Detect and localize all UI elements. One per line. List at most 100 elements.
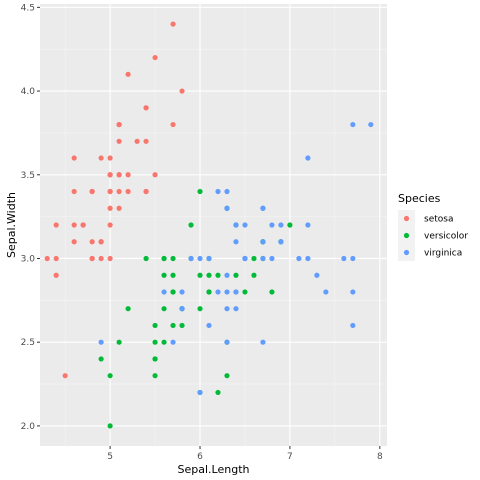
data-point-versicolor [188,222,194,228]
data-point-setosa [134,138,140,144]
data-point-virginica [224,289,230,295]
data-point-setosa [107,188,113,195]
legend-key-virginica [403,249,410,256]
data-point-setosa [116,188,122,195]
data-point-virginica [179,289,185,295]
data-point-virginica [233,239,239,245]
data-point-versicolor [179,322,185,329]
data-point-setosa [170,21,176,27]
legend-label-setosa: setosa [424,215,453,225]
data-point-setosa [107,222,113,228]
data-point-virginica [233,306,239,312]
data-point-setosa [71,239,77,245]
data-point-virginica [170,339,176,345]
data-point-virginica [242,255,248,262]
data-point-setosa [143,138,149,144]
data-point-versicolor [242,289,248,295]
data-point-setosa [143,188,149,195]
data-point-virginica [305,255,311,262]
data-point-virginica [179,306,185,312]
data-point-virginica [98,339,104,345]
data-point-virginica [224,188,230,195]
data-point-setosa [53,255,59,262]
data-point-virginica [269,222,275,228]
data-point-setosa [107,255,113,262]
data-point-virginica [368,121,374,128]
data-point-setosa [107,205,113,211]
y-tick-label: 2.0 [21,422,36,432]
data-point-versicolor [143,255,149,262]
legend-title: Species [398,192,441,205]
data-point-versicolor [206,272,212,278]
data-point-virginica [278,222,284,228]
data-point-virginica [341,255,347,262]
data-point-virginica [350,255,356,262]
data-point-virginica [323,289,329,295]
data-point-virginica [305,155,311,161]
data-point-virginica [197,255,203,262]
data-point-setosa [89,239,95,245]
data-point-setosa [116,121,122,128]
data-point-setosa [89,188,95,195]
data-point-virginica [350,121,356,128]
x-axis-title: Sepal.Length [178,463,250,476]
data-point-setosa [107,172,113,178]
data-point-versicolor [161,272,167,278]
data-point-setosa [107,155,113,161]
legend-key-setosa [403,215,410,222]
data-point-versicolor [224,373,230,379]
data-point-virginica [161,289,167,295]
data-point-setosa [143,105,149,111]
data-point-versicolor [197,188,203,195]
data-point-virginica [278,239,284,245]
y-tick-label: 4.0 [21,87,36,97]
data-point-versicolor [152,356,158,362]
data-point-virginica [224,339,230,345]
x-axis-ticks: 5 6 7 8 [107,446,383,462]
data-point-versicolor [197,306,203,312]
data-point-virginica [224,306,230,312]
data-point-versicolor [161,306,167,312]
data-point-versicolor [98,356,104,362]
x-tick-label: 8 [377,452,383,462]
x-tick-label: 7 [287,452,293,462]
data-point-setosa [170,121,176,128]
data-point-virginica [206,322,212,329]
data-point-virginica [206,255,212,262]
x-tick-label: 6 [197,452,203,462]
data-point-virginica [260,255,266,262]
data-point-setosa [62,373,68,379]
y-tick-label: 3.0 [21,254,36,264]
data-point-setosa [152,172,158,178]
data-point-virginica [296,255,302,262]
data-point-versicolor [251,255,257,262]
y-axis-ticks: 2.0 2.5 3.0 3.5 4.0 4.5 [21,3,40,432]
data-point-versicolor [251,272,257,278]
data-point-virginica [188,255,194,262]
data-point-virginica [260,239,266,245]
data-point-versicolor [116,339,122,345]
data-point-versicolor [269,289,275,295]
data-point-versicolor [125,306,131,312]
data-point-virginica [350,289,356,295]
y-tick-label: 3.5 [21,171,35,181]
data-point-versicolor [152,322,158,329]
data-point-setosa [116,205,122,211]
data-point-setosa [179,88,185,94]
data-point-virginica [305,222,311,228]
data-point-setosa [125,172,131,178]
data-point-versicolor [161,255,167,262]
y-tick-label: 2.5 [21,338,35,348]
data-point-virginica [224,205,230,211]
data-point-versicolor [107,423,113,429]
data-point-setosa [53,222,59,228]
data-point-virginica [269,255,275,262]
data-point-versicolor [206,289,212,295]
data-point-virginica [260,205,266,211]
data-point-setosa [116,172,122,178]
data-point-versicolor [197,272,203,278]
data-point-versicolor [152,373,158,379]
x-tick-label: 5 [107,452,113,462]
data-point-virginica [197,389,203,396]
